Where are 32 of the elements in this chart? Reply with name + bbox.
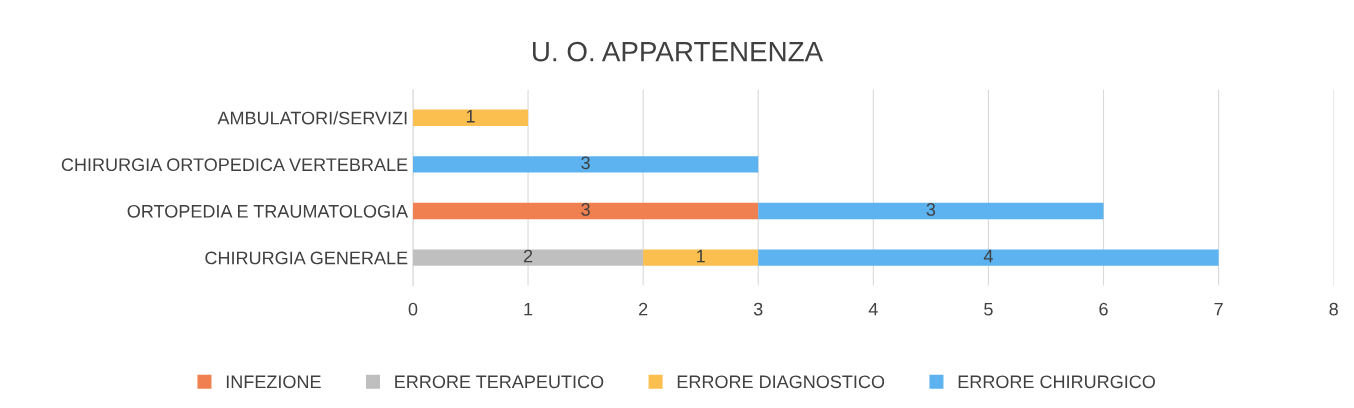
x-tick-label: 1 <box>524 302 533 316</box>
bar <box>412 156 759 173</box>
x-tick-label: 3 <box>753 302 763 316</box>
x-tick-label: 4 <box>868 302 878 316</box>
x-tick-label: 0 <box>408 302 418 316</box>
x-tick-label: 8 <box>1329 302 1338 316</box>
x-tick-label: 2 <box>639 302 648 316</box>
data-label: 3 <box>581 156 590 170</box>
data-label: 4 <box>983 249 993 263</box>
legend-label: ERRORE DIAGNOSTICO <box>677 375 885 389</box>
data-label: 2 <box>523 249 533 263</box>
data-label: 3 <box>926 203 936 216</box>
y-tick-label: CHIRURGIA GENERALE <box>205 251 408 265</box>
legend-label: ERRORE TERAPEUTICO <box>395 375 604 389</box>
legend-label: INFEZIONE <box>226 375 321 389</box>
bar <box>643 249 759 266</box>
x-tick-label: 6 <box>1099 302 1108 316</box>
y-tick-label: AMBULATORI/SERVIZI <box>217 111 407 125</box>
data-label: 1 <box>697 249 705 263</box>
legend-label: ERRORE CHIRURGICO <box>958 375 1155 389</box>
data-label: 1 <box>466 109 475 123</box>
data-label: 3 <box>581 203 590 216</box>
chart-title: U. O. APPARTENENZA <box>533 41 824 62</box>
bar <box>412 202 759 220</box>
bar <box>412 109 529 126</box>
y-tick-label: CHIRURGIA ORTOPEDICA VERTEBRALE <box>61 158 408 172</box>
x-tick-label: 7 <box>1214 302 1223 316</box>
bar <box>758 249 1219 266</box>
bar <box>412 249 644 266</box>
bar <box>758 202 1104 220</box>
x-tick-label: 5 <box>984 302 993 316</box>
y-tick-label: ORTOPEDIA E TRAUMATOLOGIA <box>127 204 409 218</box>
